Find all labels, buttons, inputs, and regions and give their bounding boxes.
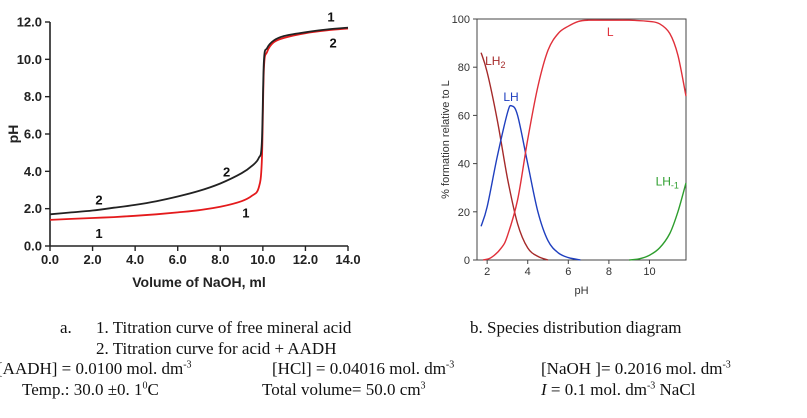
- y-tick-label: 2.0: [24, 201, 42, 216]
- curve-label-1: 1: [242, 205, 249, 220]
- condition-aadh: [AADH] = 0.0100 mol. dm-3: [0, 359, 192, 379]
- caption-a-letter: a.: [60, 318, 72, 337]
- series-line-1: [49, 27, 349, 221]
- condition-ionic-unit: NaCl: [655, 380, 696, 399]
- y-tick-label: 6.0: [24, 127, 42, 142]
- y-tick-label: 20: [458, 207, 470, 219]
- y-tick-label: 40: [458, 159, 470, 171]
- titration-chart: 0.0 2.0 4.0 6.0 8.0 10.0 12.0 14.0 0.0 2.0 4.0 6.0 8…: [5, 9, 361, 290]
- condition-volume-text: Total volume= 50.0 cm: [262, 380, 421, 399]
- series-line-LH: [480, 104, 581, 261]
- species-label-LH2: LH2: [485, 54, 505, 70]
- plot-frame: [476, 18, 687, 261]
- y-tick-label: 100: [452, 14, 470, 26]
- curve-label-1: 1: [327, 9, 334, 24]
- condition-aadh-exp: -3: [183, 359, 192, 371]
- x-tick-label: 8.0: [211, 252, 229, 267]
- species-label-subscript: 2: [500, 60, 505, 70]
- x-tick-label: 0.0: [41, 252, 59, 267]
- condition-ionic-text: = 0.1 mol. dm: [546, 380, 647, 399]
- condition-aadh-text: [AADH] = 0.0100 mol. dm: [0, 359, 184, 378]
- condition-hcl-exp: -3: [445, 359, 455, 371]
- y-tick-label: 60: [458, 110, 470, 122]
- condition-naoh: [NaOH ]= 0.2016 mol. dm-3: [541, 359, 731, 379]
- species-label-LH: LH: [503, 90, 518, 104]
- condition-temp: Temp.: 30.0 ±0. 10C: [22, 380, 159, 400]
- caption-a1: 1. Titration curve of free mineral acid: [96, 318, 352, 337]
- caption-a2: 2. Titration curve for acid + AADH: [96, 339, 337, 358]
- x-tick-label: 10: [643, 266, 655, 278]
- series-line-2: [49, 26, 349, 216]
- series-line-LH-1: [629, 182, 687, 261]
- x-tick-label: 6.0: [169, 252, 187, 267]
- figure-canvas: 0.0 2.0 4.0 6.0 8.0 10.0 12.0 14.0 0.0 2.0 4.0 6.0 8…: [5, 9, 687, 297]
- condition-naoh-exp: -3: [722, 359, 731, 371]
- x-axis-label: pH: [574, 285, 588, 297]
- condition-ionic-exp: -3: [646, 380, 656, 392]
- series-line-LH2: [480, 52, 549, 261]
- condition-volume: Total volume= 50.0 cm3: [262, 380, 426, 400]
- species-label-L: L: [607, 25, 614, 39]
- x-axis-label: Volume of NaOH, ml: [132, 274, 266, 290]
- x-tick-label: 4: [525, 266, 531, 278]
- curve-label-1: 1: [95, 226, 102, 241]
- condition-naoh-text: [NaOH ]= 0.2016 mol. dm: [541, 359, 723, 378]
- y-tick-label: 80: [458, 62, 470, 74]
- y-axis-label: % formation relative to L: [440, 80, 452, 199]
- condition-hcl-text: [HCl] = 0.04016 mol. dm: [272, 359, 446, 378]
- species-label-LH-1: LH-1: [656, 174, 679, 190]
- x-tick-label: 12.0: [293, 252, 318, 267]
- series-line-L: [482, 19, 687, 261]
- x-tick-label: 14.0: [335, 252, 360, 267]
- condition-temp-exp: 0: [142, 380, 148, 392]
- condition-volume-exp: 3: [420, 380, 426, 392]
- y-tick-label: 8.0: [24, 89, 42, 104]
- y-tick-label: 4.0: [24, 164, 42, 179]
- x-tick-label: 10.0: [250, 252, 275, 267]
- curve-label-2: 2: [223, 164, 230, 179]
- x-tick-label: 4.0: [126, 252, 144, 267]
- species-label-subscript: -1: [671, 180, 679, 190]
- caption-b: b. Species distribution diagram: [470, 318, 682, 337]
- y-tick-label: 0: [464, 255, 470, 267]
- y-tick-label: 12.0: [17, 15, 42, 30]
- y-tick-label: 0.0: [24, 239, 42, 254]
- y-tick-label: 10.0: [17, 52, 42, 67]
- y-axis-label: pH: [5, 125, 21, 144]
- curve-label-2: 2: [329, 36, 336, 51]
- condition-ionic-strength: I = 0.1 mol. dm-3 NaCl: [541, 380, 695, 400]
- x-tick-label: 2.0: [84, 252, 102, 267]
- x-tick-label: 2: [484, 266, 490, 278]
- x-tick-label: 8: [606, 266, 612, 278]
- condition-temp-text: Temp.: 30.0 ±0. 1: [22, 380, 143, 399]
- condition-hcl: [HCl] = 0.04016 mol. dm-3: [272, 359, 454, 379]
- condition-temp-unit: C: [147, 380, 159, 399]
- condition-ionic-symbol: I: [541, 380, 547, 399]
- x-tick-label: 6: [565, 266, 571, 278]
- curve-label-2: 2: [95, 192, 102, 207]
